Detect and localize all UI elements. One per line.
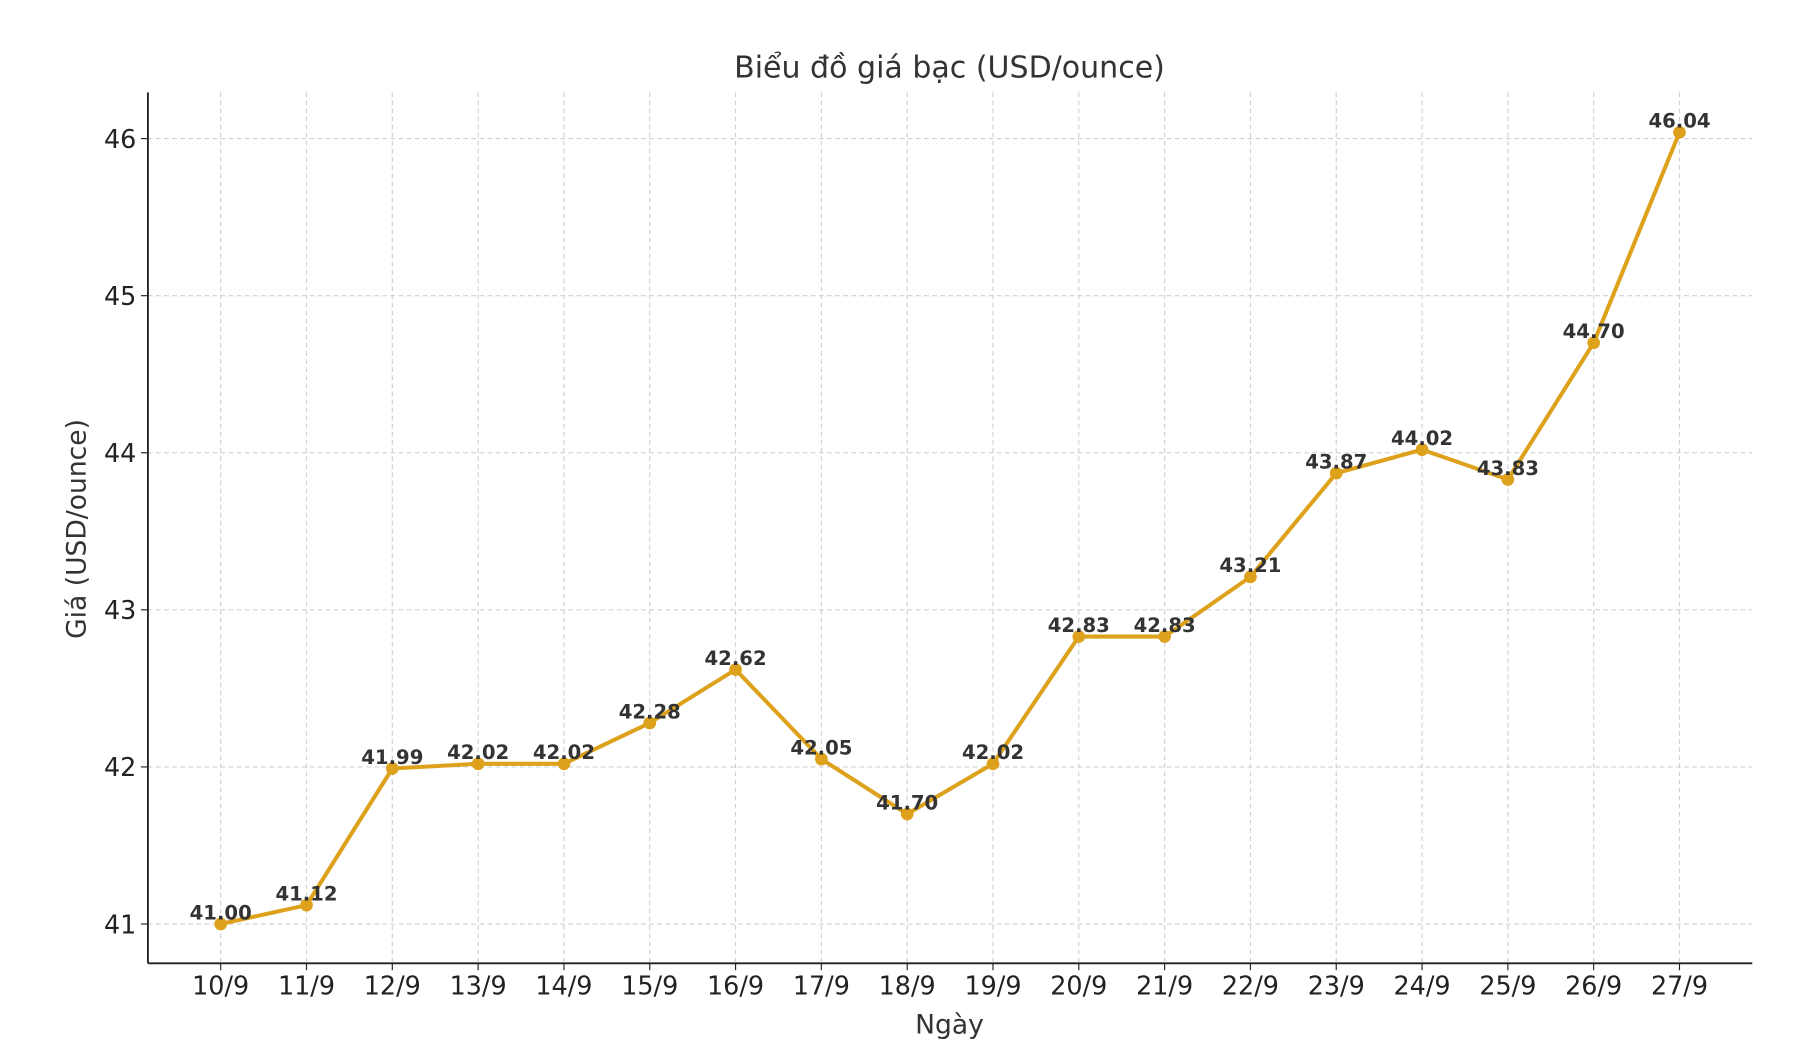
data-point: [1158, 630, 1171, 643]
x-tick-label: 20/9: [1050, 970, 1107, 1000]
x-tick-label: 18/9: [879, 970, 936, 1000]
data-label: 42.83: [1134, 614, 1196, 637]
data-point: [643, 716, 657, 730]
data-label: 43.87: [1305, 451, 1367, 474]
x-tick-label: 26/9: [1565, 970, 1622, 1000]
data-label: 42.28: [619, 700, 681, 723]
data-label: 42.02: [533, 741, 595, 764]
data-label: 46.04: [1648, 110, 1710, 133]
y-axis-label: Giá (USD/ounce): [62, 419, 93, 639]
data-point: [729, 663, 742, 676]
data-point: [1587, 336, 1601, 350]
x-tick-label: 27/9: [1651, 970, 1708, 1000]
data-point: [385, 762, 399, 775]
x-tick-label: 14/9: [535, 970, 592, 1000]
x-tick-label: 19/9: [964, 970, 1021, 1000]
data-label: 41.00: [190, 901, 252, 924]
data-label: 43.21: [1219, 554, 1281, 577]
data-label: 42.83: [1048, 614, 1110, 637]
x-axis-label: Ngày: [915, 1010, 984, 1041]
y-tick-label: 44: [104, 438, 136, 468]
y-tick-label: 46: [104, 124, 136, 154]
y-tick-label: 43: [104, 595, 136, 625]
data-point: [1415, 443, 1429, 456]
data-label: 41.12: [275, 883, 337, 906]
data-point: [557, 757, 571, 771]
x-tick-label: 11/9: [278, 970, 335, 1000]
data-point: [1072, 630, 1086, 643]
data-label: 42.02: [447, 741, 509, 764]
data-point: [1501, 473, 1515, 486]
data-label: 42.02: [962, 741, 1024, 764]
price-line: [220, 131, 1682, 926]
x-tick-label: 15/9: [621, 970, 678, 1000]
x-tick-label: 12/9: [364, 970, 421, 1000]
x-tick-label: 22/9: [1222, 970, 1279, 1000]
data-point: [1244, 570, 1257, 584]
data-point: [986, 757, 1000, 771]
x-tick-label: 25/9: [1479, 970, 1536, 1000]
x-tick-label: 24/9: [1394, 970, 1451, 1000]
y-tick-label: 42: [104, 752, 136, 782]
data-label: 42.05: [790, 736, 852, 759]
data-label: 43.83: [1477, 457, 1539, 480]
data-point: [214, 917, 228, 931]
x-tick-label: 17/9: [793, 970, 850, 1000]
y-tick-label: 45: [104, 281, 136, 311]
data-point: [815, 752, 828, 766]
data-label: 41.99: [361, 746, 423, 769]
data-point: [1329, 466, 1343, 480]
x-tick-label: 16/9: [707, 970, 764, 1000]
data-point: [1673, 125, 1686, 139]
data-point: [900, 807, 914, 821]
chart-title: Biểu đồ giá bạc (USD/ounce): [734, 49, 1165, 85]
data-label: 44.70: [1563, 320, 1625, 343]
data-label: 42.62: [705, 647, 767, 670]
x-tick-label: 13/9: [450, 970, 507, 1000]
data-label: 44.02: [1391, 427, 1453, 450]
data-point: [471, 757, 485, 771]
x-tick-label: 21/9: [1136, 970, 1193, 1000]
x-tick-label: 23/9: [1308, 970, 1365, 1000]
x-tick-label: 10/9: [192, 970, 249, 1000]
data-point: [300, 898, 313, 912]
data-label: 41.70: [876, 791, 938, 814]
y-tick-label: 41: [104, 909, 136, 939]
